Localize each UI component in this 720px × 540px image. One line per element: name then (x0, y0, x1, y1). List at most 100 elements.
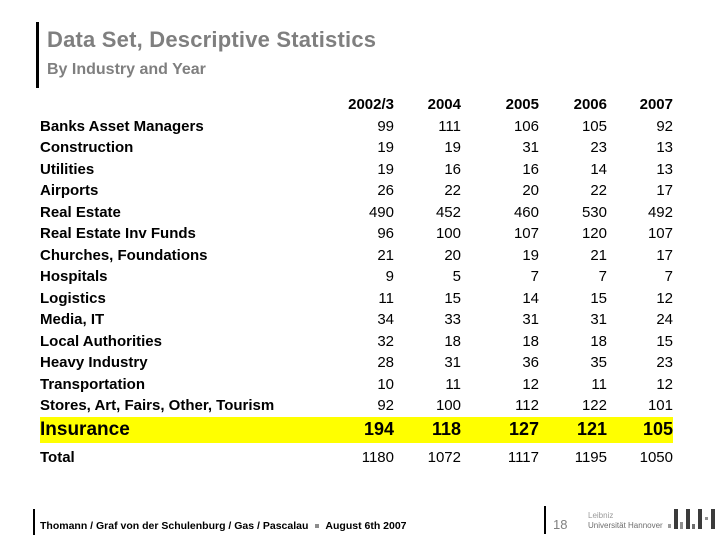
industry-row: Heavy Industry 28 31 36 35 23 (40, 352, 673, 374)
insurance-value: 105 (607, 416, 673, 443)
industry-value: 15 (656, 332, 673, 350)
industry-value: 21 (590, 246, 607, 264)
industry-value: 101 (647, 397, 673, 415)
industry-row: Churches, Foundations 21 20 19 21 17 (40, 245, 673, 267)
industry-value: 11 (591, 375, 607, 393)
industry-value: 22 (590, 182, 607, 200)
industry-value: 18 (444, 332, 461, 350)
year-header: 2005 (505, 96, 539, 114)
industry-value: 23 (590, 139, 607, 157)
industry-value: 17 (656, 182, 673, 200)
industry-value: 5 (452, 268, 461, 286)
statistics-table: 2002/3 2004 2005 2006 2007 Banks Asset M… (40, 94, 673, 468)
university-logo-text: Leibniz Universität Hannover (588, 511, 663, 531)
insurance-value: 118 (394, 416, 461, 443)
total-value: 1072 (427, 448, 461, 466)
footer-bullet-icon (315, 524, 320, 528)
total-row-label: Total (40, 448, 75, 466)
industry-row: Airports 26 22 20 22 17 (40, 180, 673, 202)
industry-value: 18 (522, 332, 539, 350)
industry-value: 106 (513, 117, 539, 135)
industry-value: 33 (444, 311, 461, 329)
total-value: 1117 (507, 448, 539, 466)
industry-value: 24 (656, 311, 673, 329)
industry-row: Local Authorities 32 18 18 18 15 (40, 331, 673, 353)
slide-title: Data Set, Descriptive Statistics (47, 27, 377, 52)
industry-value: 19 (377, 160, 394, 178)
industry-row-label: Media, IT (40, 311, 105, 329)
industry-value: 15 (590, 289, 607, 307)
luh-logo-mark-icon (667, 509, 715, 529)
industry-row-label: Real Estate (40, 203, 121, 221)
industry-value: 100 (435, 225, 461, 243)
page-number: 18 (553, 517, 568, 532)
industry-value: 21 (377, 246, 394, 264)
industry-value: 96 (377, 225, 394, 243)
title-accent-bar (36, 22, 39, 88)
industry-row: Construction 19 19 31 23 13 (40, 137, 673, 159)
year-header: 2007 (639, 96, 673, 114)
industry-row-label: Heavy Industry (40, 354, 148, 372)
industry-value: 92 (377, 397, 394, 415)
total-value: 1050 (639, 448, 673, 466)
industry-value: 31 (444, 354, 461, 372)
industry-value: 12 (656, 375, 673, 393)
logo-line1: Leibniz (588, 511, 614, 520)
industry-value: 7 (530, 268, 539, 286)
industry-value: 17 (656, 246, 673, 264)
industry-value: 112 (515, 397, 539, 415)
industry-value: 9 (385, 268, 394, 286)
footer-authors: Thomann / Graf von der Schulenburg / Gas… (40, 520, 309, 532)
industry-row: Logistics 11 15 14 15 12 (40, 288, 673, 310)
empty-header-cell (40, 94, 348, 116)
industry-value: 18 (590, 332, 607, 350)
industry-value: 36 (522, 354, 539, 372)
industry-row-label: Stores, Art, Fairs, Other, Tourism (40, 397, 275, 415)
industry-row-label: Banks Asset Managers (40, 117, 204, 135)
footer-accent-bar (33, 509, 35, 535)
insurance-row-highlighted: Insurance 194 118 127 121 105 (40, 416, 673, 443)
industry-value: 11 (445, 375, 461, 393)
industry-value: 11 (378, 289, 394, 307)
industry-value: 19 (444, 139, 461, 157)
industry-value: 12 (656, 289, 673, 307)
industry-row: Utilities 19 16 16 14 13 (40, 159, 673, 181)
industry-value: 20 (444, 246, 461, 264)
industry-value: 16 (522, 160, 539, 178)
industry-row: Banks Asset Managers 99 111 106 105 92 (40, 116, 673, 138)
industry-row-label: Construction (40, 139, 134, 157)
insurance-value: 127 (461, 416, 539, 443)
industry-value: 107 (647, 225, 673, 243)
industry-row: Stores, Art, Fairs, Other, Tourism 92 10… (40, 395, 673, 417)
footer: Thomann / Graf von der Schulenburg / Gas… (40, 520, 407, 532)
industry-value: 34 (377, 311, 394, 329)
total-value: 1195 (574, 448, 607, 466)
industry-value: 120 (581, 225, 607, 243)
industry-value: 20 (522, 182, 539, 200)
industry-row-label: Logistics (40, 289, 106, 307)
industry-value: 31 (522, 311, 539, 329)
year-header-row: 2002/3 2004 2005 2006 2007 (40, 94, 673, 116)
year-header: 2006 (573, 96, 607, 114)
industry-row: Transportation 10 11 12 11 12 (40, 374, 673, 396)
industry-value: 490 (368, 203, 394, 221)
slide-subtitle: By Industry and Year (47, 61, 206, 78)
industry-value: 26 (377, 182, 394, 200)
industry-value: 19 (377, 139, 394, 157)
total-row: Total 1180 1072 1117 1195 1050 (40, 443, 673, 468)
industry-value: 92 (656, 117, 673, 135)
industry-value: 14 (590, 160, 607, 178)
industry-row-label: Churches, Foundations (40, 246, 208, 264)
industry-row: Media, IT 34 33 31 31 24 (40, 309, 673, 331)
industry-row-label: Real Estate Inv Funds (40, 225, 196, 243)
industry-row-label: Local Authorities (40, 332, 162, 350)
year-header: 2004 (427, 96, 461, 114)
industry-value: 13 (656, 139, 673, 157)
industry-value: 111 (438, 117, 461, 135)
page-number-bar (544, 506, 546, 534)
industry-value: 12 (522, 375, 539, 393)
industry-value: 7 (664, 268, 673, 286)
industry-value: 460 (513, 203, 539, 221)
industry-value: 15 (444, 289, 461, 307)
